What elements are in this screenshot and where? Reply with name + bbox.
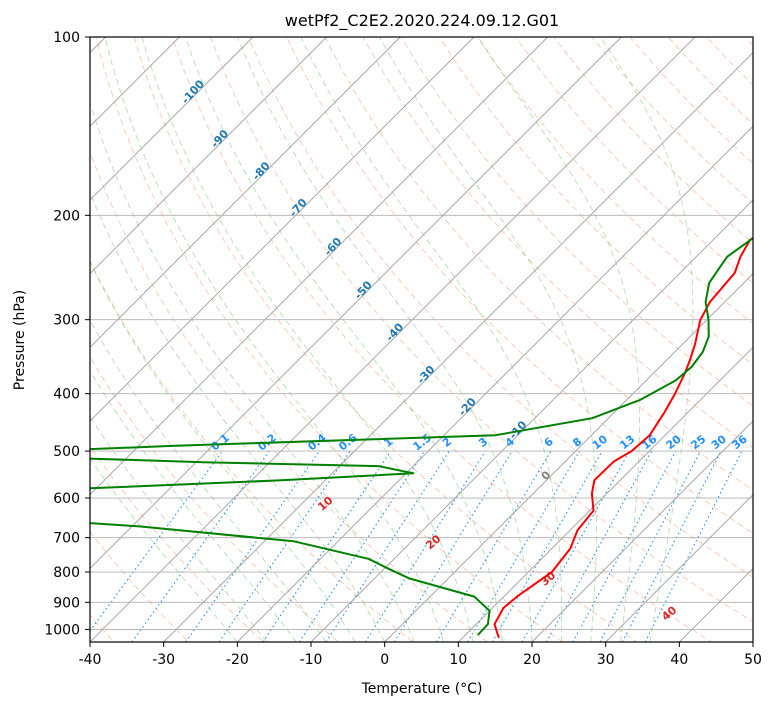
y-tick-label: 800 <box>53 565 80 581</box>
y-axis-label: Pressure (hPa) <box>12 290 28 390</box>
x-tick-label: 50 <box>744 652 762 668</box>
y-axis-ticks: 100 200 300 400 500 600 700 800 900 1000 <box>44 30 90 638</box>
x-axis-label: Temperature (°C) <box>361 681 483 697</box>
chart-title: wetPf2_C2E2.2020.224.09.12.G01 <box>285 11 559 31</box>
x-axis-ticks: -40 -30 -20 -10 0 10 20 30 40 50 <box>79 642 762 668</box>
isotherm-line <box>753 37 775 642</box>
x-tick-label: 20 <box>523 652 541 668</box>
y-tick-label: 400 <box>53 387 80 403</box>
y-tick-label: 600 <box>53 491 80 507</box>
x-tick-label: -40 <box>79 652 102 668</box>
x-tick-label: 40 <box>670 652 688 668</box>
y-tick-label: 900 <box>53 595 80 611</box>
y-tick-label: 1000 <box>44 622 80 638</box>
y-tick-label: 700 <box>53 531 80 547</box>
y-tick-label: 500 <box>53 444 80 460</box>
y-tick-label: 100 <box>53 30 80 46</box>
x-tick-label: 0 <box>380 652 389 668</box>
y-tick-label: 200 <box>53 208 80 224</box>
x-tick-label: -10 <box>300 652 323 668</box>
x-tick-label: 30 <box>597 652 615 668</box>
x-tick-label: -20 <box>226 652 249 668</box>
dry-adiabat-line <box>756 10 775 654</box>
plot-background <box>90 37 753 642</box>
y-tick-label: 300 <box>53 313 80 329</box>
x-tick-label: -30 <box>152 652 175 668</box>
x-tick-label: 10 <box>449 652 467 668</box>
